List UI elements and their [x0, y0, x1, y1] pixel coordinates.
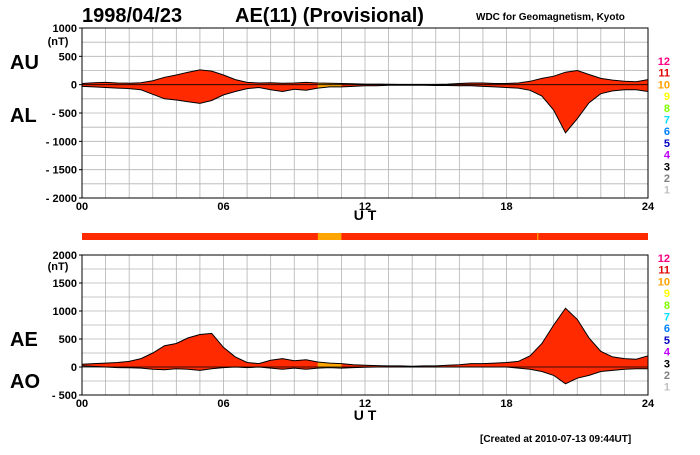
station-count-label: 1 — [664, 185, 670, 197]
upper-series-line — [81, 307, 649, 367]
strip-segment — [317, 233, 342, 240]
x-axis: 00 06 12 18 24 — [76, 201, 655, 213]
y-axis: 2000 1500 1000 500 0 - 500 — [52, 250, 82, 402]
al-label: AL — [10, 105, 37, 127]
station-count-label: 7 — [664, 115, 670, 127]
x-tick-label: 24 — [642, 398, 655, 410]
station-count-label: 11 — [658, 265, 670, 277]
data-area — [81, 69, 649, 134]
station-count-label: 2 — [664, 173, 670, 185]
station-count-label: 12 — [658, 253, 670, 265]
unit-label: (nT) — [48, 261, 69, 273]
y-tick-label: 2000 — [53, 250, 77, 262]
source-label: WDC for Geomagnetism, Kyoto — [476, 12, 625, 23]
y-tick-label: - 500 — [52, 108, 77, 120]
y-tick-label: 0 — [71, 362, 77, 374]
au-label: AU — [10, 52, 39, 74]
y-tick-label: - 500 — [52, 390, 77, 402]
station-count-label: 10 — [658, 276, 670, 288]
chart-title: AE(11) (Provisional) — [235, 5, 424, 27]
created-label: [Created at 2010-07-13 09:44UT] — [480, 434, 631, 445]
station-count-label: 4 — [664, 150, 671, 162]
au-al-panel: 1000 500 0 - 500 - 1000 - 1500 - 2000 00 06 12 18… — [46, 23, 655, 223]
plot-frame — [81, 254, 649, 396]
x-tick-label: 00 — [76, 398, 88, 410]
station-count-label: 5 — [664, 138, 670, 150]
station-count-label: 11 — [658, 68, 670, 80]
y-tick-label: 500 — [59, 334, 77, 346]
station-count-label: 4 — [664, 347, 671, 359]
x-tick-label: 18 — [500, 398, 512, 410]
y-tick-label: 1000 — [53, 23, 77, 35]
station-count-label: 8 — [664, 300, 670, 312]
date-label: 1998/04/23 — [82, 5, 182, 27]
frame-rect — [81, 254, 649, 396]
ao-label: AO — [10, 371, 40, 393]
ae-ao-panel: 2000 1500 1000 500 0 - 500 00 06 12 18 24 (nT) U … — [48, 250, 655, 423]
station-count-label: 9 — [664, 91, 670, 103]
station-count-label: 10 — [658, 79, 670, 91]
x-axis-title: U T — [354, 207, 377, 223]
x-tick-label: 12 — [359, 201, 371, 213]
y-tick-label: 1000 — [53, 306, 77, 318]
y-tick-label: 0 — [71, 80, 77, 92]
station-count-label: 6 — [664, 126, 670, 138]
station-count-label: 3 — [664, 161, 670, 173]
ae-label: AE — [10, 329, 38, 351]
station-count-label: 12 — [658, 56, 670, 68]
x-tick-label: 24 — [642, 201, 655, 213]
strip-segment — [537, 233, 539, 240]
index-band — [82, 308, 648, 384]
lower-series-line — [81, 84, 649, 134]
x-tick-label: 06 — [217, 201, 229, 213]
station-count-label: 2 — [664, 370, 670, 382]
unit-label: (nT) — [48, 36, 69, 48]
strip-bar — [82, 233, 648, 240]
x-axis-title: U T — [354, 407, 377, 423]
station-count-label: 8 — [664, 103, 670, 115]
station-count-label: 5 — [664, 335, 670, 347]
x-tick-label: 00 — [76, 201, 88, 213]
y-tick-label: - 1000 — [46, 136, 77, 148]
index-band — [82, 69, 648, 133]
y-axis: 1000 500 0 - 500 - 1000 - 1500 - 2000 — [46, 23, 82, 205]
y-tick-label: 500 — [59, 51, 77, 63]
station-count-label: 1 — [664, 382, 670, 394]
station-count-label: 9 — [664, 288, 670, 300]
y-tick-label: - 1500 — [46, 165, 77, 177]
station-count-label: 3 — [664, 358, 670, 370]
y-tick-label: - 2000 — [46, 193, 77, 205]
station-count-label: 6 — [664, 323, 670, 335]
x-axis: 00 06 12 18 24 — [76, 398, 655, 410]
x-tick-label: 12 — [359, 398, 371, 410]
x-tick-label: 18 — [500, 201, 512, 213]
upper-series-line — [81, 69, 649, 85]
station-count-label: 7 — [664, 312, 670, 324]
y-tick-label: 1500 — [53, 278, 77, 290]
data-quality-strip — [82, 233, 648, 240]
x-tick-label: 06 — [217, 398, 229, 410]
